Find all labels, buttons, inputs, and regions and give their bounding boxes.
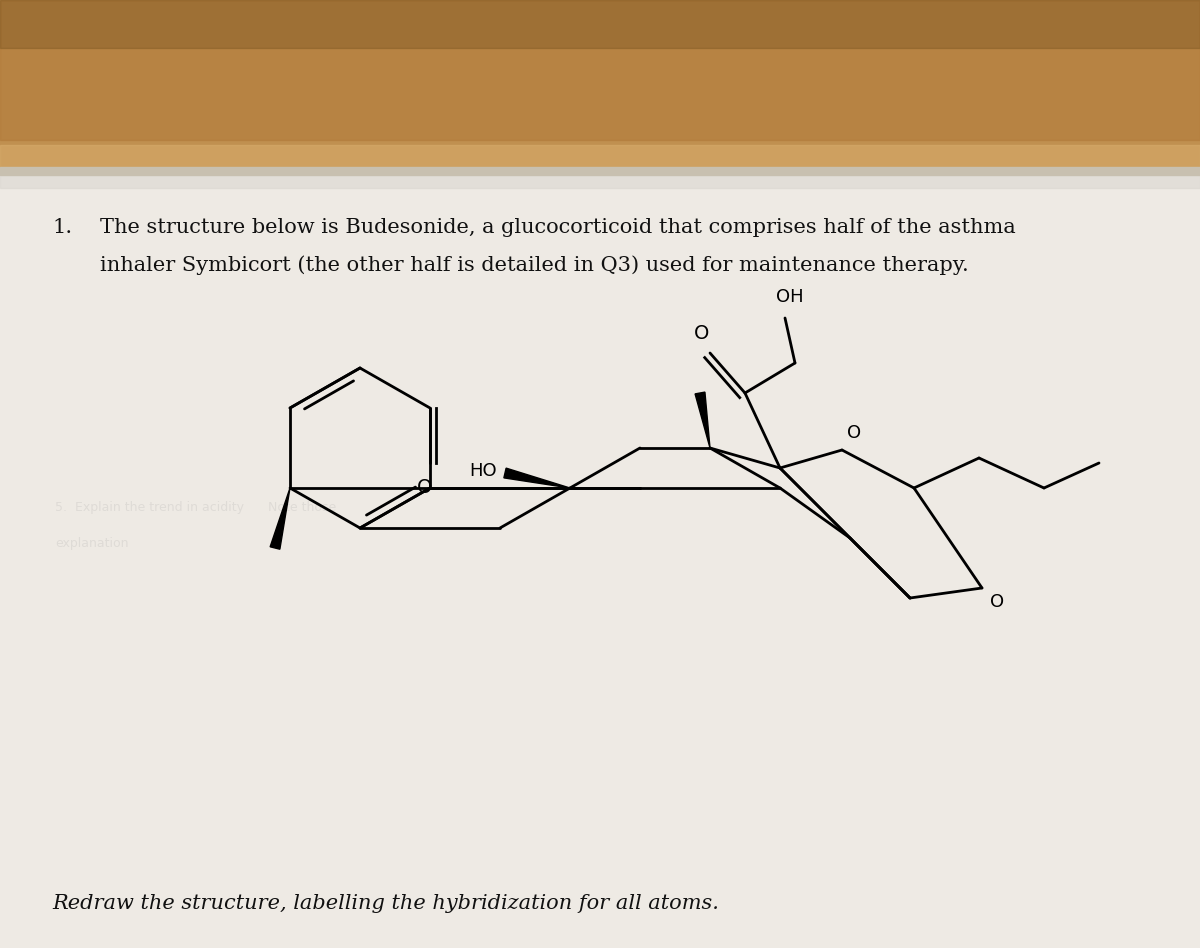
Text: 1.: 1. [52,218,72,237]
Polygon shape [270,488,290,549]
Polygon shape [504,468,570,488]
Text: 5.  Explain the trend in acidity      Note those: 5. Explain the trend in acidity Note tho… [55,501,336,515]
Text: O: O [418,478,433,497]
Text: Redraw the structure, labelling the hybridization for all atoms.: Redraw the structure, labelling the hybr… [52,894,719,913]
Text: OH: OH [776,288,804,306]
Bar [0,0,1200,170]
Text: explanation: explanation [55,537,128,550]
Bar [0,0,1200,140]
Text: The structure below is Budesonide, a glucocorticoid that comprises half of the a: The structure below is Budesonide, a glu… [100,218,1015,237]
Text: O: O [990,593,1004,611]
Bar [0,168,1200,188]
Text: O: O [847,424,862,442]
Text: O: O [695,324,709,343]
Bar [0,0,1200,48]
Bar [0,145,1200,170]
Bar [0,167,1200,175]
Text: inhaler Symbicort (the other half is detailed in Q3) used for maintenance therap: inhaler Symbicort (the other half is det… [100,255,968,275]
Polygon shape [695,392,710,448]
Text: HO: HO [469,462,497,480]
